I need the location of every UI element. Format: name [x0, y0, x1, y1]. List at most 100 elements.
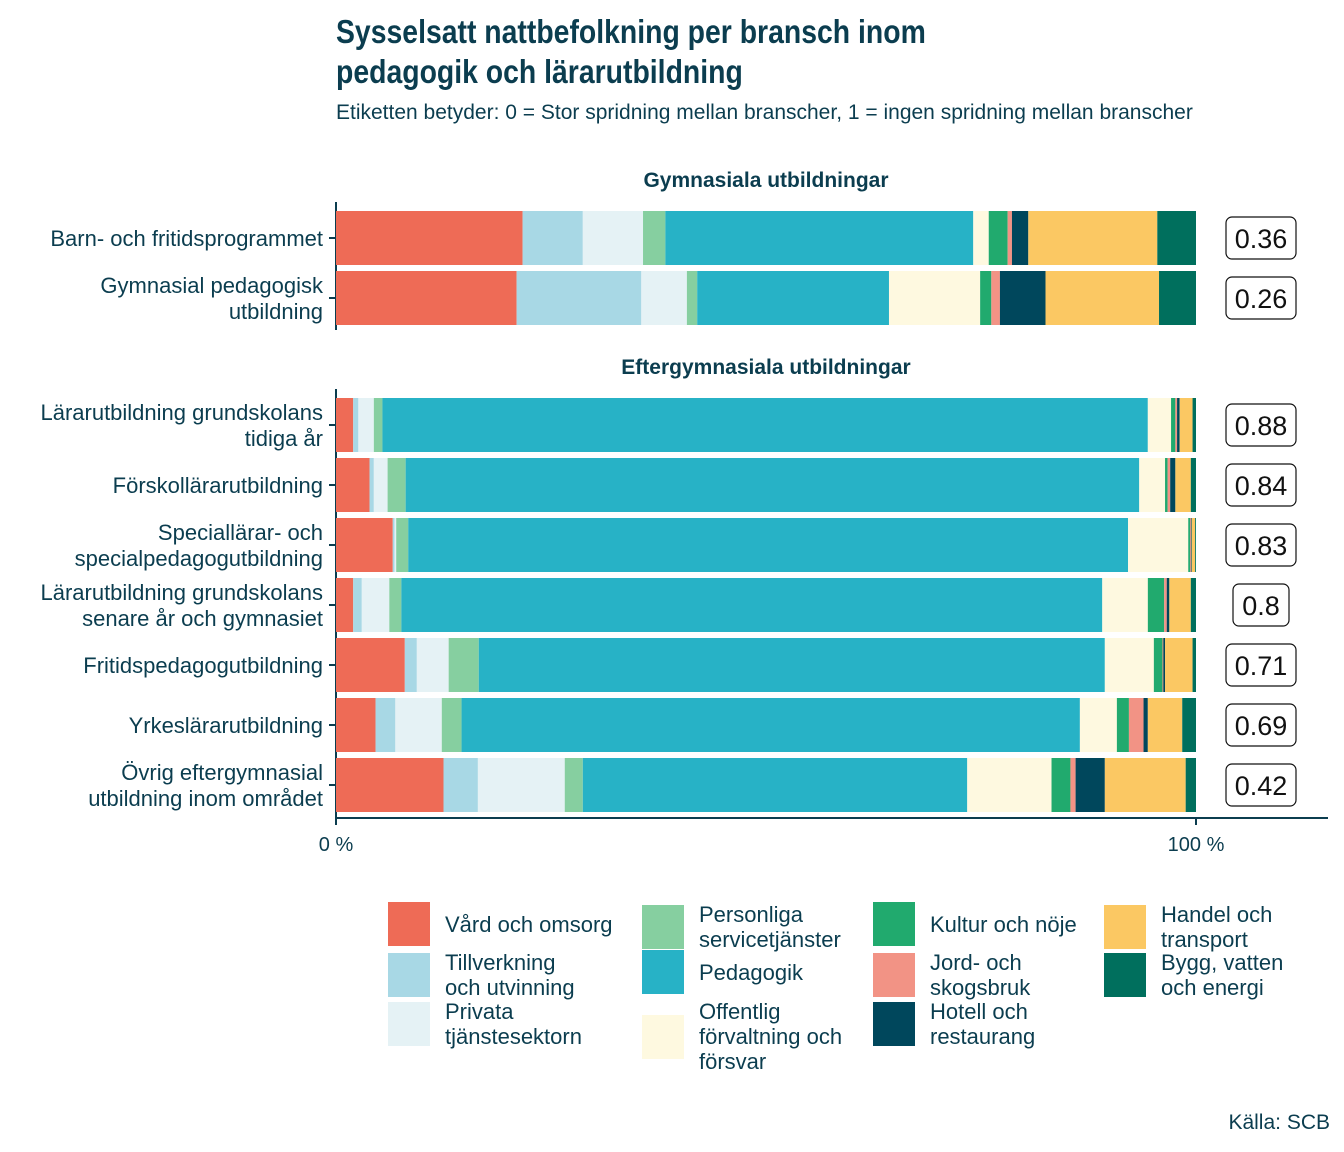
bar-segment-fritidspedagogutbildning-vard-och-omsorg [336, 638, 405, 692]
bar-segment-gymnasial-pedagogisk-utbildning-pedagogik [697, 271, 889, 325]
bar-segment-gymnasial-pedagogisk-utbildning-bygg-vatten-och-energi [1159, 271, 1196, 325]
spread-label-box [1225, 216, 1297, 260]
bar-segment-speciallarar-och-specialpedagogutbildning-offentlig-forvaltning-och-forsvar [1128, 518, 1189, 572]
bar-segment-lararutbildning-grundskolans-senare-ar-och-gymnasiet-bygg-vatten-och-energi [1190, 578, 1196, 632]
legend-label: Bygg, vatten och energi [1161, 950, 1284, 1000]
bar-segment-speciallarar-och-specialpedagogutbildning-vard-och-omsorg [336, 518, 393, 572]
bar-segment-barn-och-fritidsprogrammet-pedagogik [665, 211, 974, 265]
bar-segment-lararutbildning-grundskolans-tidiga-ar-jord-och-skogsbruk [1175, 398, 1178, 452]
bar-segment-ovrig-eftergymnasial-utbildning-inom-omradet-tillverkning-och-utvinning [443, 758, 478, 812]
bar-segment-speciallarar-och-specialpedagogutbildning-bygg-vatten-och-energi [1195, 518, 1196, 572]
legend-item-offentlig-forvaltning-och-forsvar: Offentlig förvaltning och försvar [642, 999, 842, 1074]
legend-label: Personliga servicetjänster [699, 902, 841, 952]
chart-title-line-2: pedagogik och lärarutbildning [336, 53, 743, 90]
bar-segment-barn-och-fritidsprogrammet-offentlig-forvaltning-och-forsvar [973, 211, 989, 265]
bar-segment-gymnasial-pedagogisk-utbildning-jord-och-skogsbruk [991, 271, 1000, 325]
bar-segment-lararutbildning-grundskolans-senare-ar-och-gymnasiet-handel-och-transport [1169, 578, 1191, 632]
bar-segment-yrkeslararutbildning-vard-och-omsorg [336, 698, 376, 752]
chart-title: Sysselsatt nattbefolkning per bransch in… [336, 12, 1110, 92]
bar-segment-fritidspedagogutbildning-pedagogik [478, 638, 1105, 692]
panel-title: Gymnasiala utbildningar [643, 169, 888, 192]
bar-segment-yrkeslararutbildning-kultur-och-noje [1116, 698, 1129, 752]
spread-label-ovrig-eftergymnasial-utbildning-inom-omradet: 0.42 [1235, 771, 1288, 801]
legend-label: Vård och omsorg [445, 911, 613, 937]
category-label-line: Yrkeslärarutbildning [129, 713, 323, 738]
chart-subtitle: Etiketten betyder: 0 = Stor spridning me… [336, 101, 1193, 124]
legend-item-vard-och-omsorg: Vård och omsorg [388, 902, 613, 946]
bar-segment-lararutbildning-grundskolans-senare-ar-och-gymnasiet-jord-och-skogsbruk [1164, 578, 1167, 632]
bar-segment-lararutbildning-grundskolans-tidiga-ar-handel-och-transport [1179, 398, 1193, 452]
category-label-line: Barn- och fritidsprogrammet [50, 226, 323, 251]
legend-swatch [1104, 905, 1146, 949]
bar-segment-barn-och-fritidsprogrammet-vard-och-omsorg [336, 211, 523, 265]
bar-segment-lararutbildning-grundskolans-senare-ar-och-gymnasiet-offentlig-forvaltning-och-forsvar [1102, 578, 1148, 632]
category-label-speciallarar-och-specialpedagogutbildning: Speciallärar- och specialpedagogutbildnin… [75, 520, 323, 571]
legend-swatch [873, 902, 915, 946]
legend-label: Kultur och nöje [930, 911, 1077, 937]
bar-segment-lararutbildning-grundskolans-senare-ar-och-gymnasiet-personliga-servicetjanster [389, 578, 402, 632]
bar-segment-forskollararutbildning-bygg-vatten-och-energi [1190, 458, 1196, 512]
legend-item-privata-tjanstesektorn: Privata tjänstesektorn [388, 999, 582, 1049]
bar-segment-forskollararutbildning-privata-tjanstesektorn [373, 458, 388, 512]
bar-segment-barn-och-fritidsprogrammet-tillverkning-och-utvinning [522, 211, 583, 265]
spread-label-forskollararutbildning: 0.84 [1235, 471, 1288, 501]
x-tick-label: 0 % [319, 834, 354, 856]
bar-segment-fritidspedagogutbildning-personliga-servicetjanster [448, 638, 479, 692]
legend-label: Jord- och skogsbruk [930, 950, 1031, 1000]
bar-segment-lararutbildning-grundskolans-senare-ar-och-gymnasiet-pedagogik [401, 578, 1103, 632]
bar-segment-speciallarar-och-specialpedagogutbildning-personliga-servicetjanster [396, 518, 409, 572]
category-label-line: Lärarutbildning grundskolans [40, 400, 323, 425]
spread-label-box [1232, 583, 1290, 627]
bar-segment-lararutbildning-grundskolans-senare-ar-och-gymnasiet-hotell-och-restaurang [1166, 578, 1170, 632]
bar-segment-gymnasial-pedagogisk-utbildning-vard-och-omsorg [336, 271, 517, 325]
bar-segment-gymnasial-pedagogisk-utbildning-kultur-och-noje [980, 271, 992, 325]
bar-segment-forskollararutbildning-hotell-och-restaurang [1170, 458, 1176, 512]
bar-segment-yrkeslararutbildning-jord-och-skogsbruk [1128, 698, 1144, 752]
bar-segment-gymnasial-pedagogisk-utbildning-personliga-servicetjanster [686, 271, 698, 325]
bar-segment-lararutbildning-grundskolans-tidiga-ar-bygg-vatten-och-energi [1192, 398, 1196, 452]
bar-segment-speciallarar-och-specialpedagogutbildning-pedagogik [408, 518, 1129, 572]
bar-segment-ovrig-eftergymnasial-utbildning-inom-omradet-personliga-servicetjanster [564, 758, 583, 812]
bar-segment-forskollararutbildning-personliga-servicetjanster [387, 458, 406, 512]
bar-segment-yrkeslararutbildning-tillverkning-och-utvinning [375, 698, 396, 752]
bar-segment-lararutbildning-grundskolans-tidiga-ar-hotell-och-restaurang [1177, 398, 1180, 452]
x-tick-label: 100 % [1168, 834, 1225, 856]
legend-item-hotell-och-restaurang: Hotell och restaurang [873, 999, 1035, 1049]
category-label-line: Övrig eftergymnasial [121, 760, 323, 785]
bar-segment-ovrig-eftergymnasial-utbildning-inom-omradet-kultur-och-noje [1051, 758, 1071, 812]
bar-segment-ovrig-eftergymnasial-utbildning-inom-omradet-offentlig-forvaltning-och-forsvar [967, 758, 1052, 812]
bar-segment-fritidspedagogutbildning-handel-och-transport [1165, 638, 1193, 692]
category-label-line: Fritidspedagogutbildning [83, 653, 323, 678]
bar-segment-barn-och-fritidsprogrammet-bygg-vatten-och-energi [1157, 211, 1196, 265]
bar-segment-speciallarar-och-specialpedagogutbildning-jord-och-skogsbruk [1189, 518, 1191, 572]
category-label-line: Speciallärar- och [158, 520, 323, 545]
bar-segment-barn-och-fritidsprogrammet-hotell-och-restaurang [1011, 211, 1029, 265]
spread-label-barn-och-fritidsprogrammet: 0.36 [1235, 224, 1288, 254]
chart-legend: Vård och omsorg Tillverkning och utvinnin… [388, 900, 1328, 1080]
bar-segment-ovrig-eftergymnasial-utbildning-inom-omradet-vard-och-omsorg [336, 758, 444, 812]
category-label-line: Gymnasial pedagogisk [100, 273, 324, 298]
bar-segment-lararutbildning-grundskolans-tidiga-ar-personliga-servicetjanster [373, 398, 383, 452]
bar-segment-speciallarar-och-specialpedagogutbildning-kultur-och-noje [1188, 518, 1190, 572]
bar-segment-ovrig-eftergymnasial-utbildning-inom-omradet-pedagogik [582, 758, 968, 812]
legend-label: Tillverkning och utvinning [445, 950, 575, 1000]
bar-segment-barn-och-fritidsprogrammet-handel-och-transport [1028, 211, 1158, 265]
bar-segment-lararutbildning-grundskolans-senare-ar-och-gymnasiet-tillverkning-och-utvinning [353, 578, 362, 632]
bar-segment-yrkeslararutbildning-privata-tjanstesektorn [395, 698, 442, 752]
category-label-forskollararutbildning: Förskollärarutbildning [113, 473, 323, 498]
category-label-ovrig-eftergymnasial-utbildning-inom-omradet: Övrig eftergymnasial utbildning inom områ… [88, 760, 323, 811]
bar-segment-barn-och-fritidsprogrammet-privata-tjanstesektorn [582, 211, 644, 265]
category-label-line: Förskollärarutbildning [113, 473, 323, 498]
legend-swatch [642, 1014, 684, 1059]
bar-segment-speciallarar-och-specialpedagogutbildning-handel-och-transport [1191, 518, 1196, 572]
bar-segment-gymnasial-pedagogisk-utbildning-offentlig-forvaltning-och-forsvar [888, 271, 981, 325]
legend-swatch [642, 950, 684, 994]
spread-label-box [1225, 703, 1297, 747]
chart-svg: Gymnasiala utbildningar Barn- och fritids… [40, 169, 1328, 856]
bar-segment-barn-och-fritidsprogrammet-personliga-servicetjanster [643, 211, 666, 265]
spread-label-box [1225, 523, 1297, 567]
legend-item-bygg-vatten-och-energi: Bygg, vatten och energi [1104, 950, 1283, 1000]
category-label-line: specialpedagogutbildning [75, 546, 323, 571]
chart-title-line-1: Sysselsatt nattbefolkning per bransch in… [336, 13, 926, 50]
spread-label-yrkeslararutbildning: 0.69 [1235, 711, 1288, 741]
